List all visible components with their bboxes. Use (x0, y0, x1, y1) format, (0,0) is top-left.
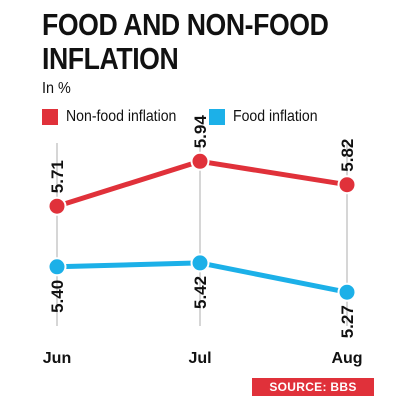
data-label-food-jun: 5.40 (48, 280, 67, 313)
data-label-food-aug: 5.27 (338, 305, 357, 338)
data-label-non-food-jun: 5.71 (48, 160, 67, 193)
point-non-food-aug (337, 175, 357, 195)
data-label-food-jul: 5.42 (191, 276, 210, 309)
x-tick-label-jul: Jul (188, 350, 211, 367)
legend-label-non-food: Non-food inflation (66, 108, 177, 125)
chart-title: FOOD AND NON-FOOD INFLATION (42, 7, 329, 76)
data-label-non-food-jul: 5.94 (191, 115, 210, 149)
point-non-food-jun (47, 196, 67, 216)
point-food-jun (47, 257, 67, 277)
source-badge: SOURCE: BBS (252, 378, 374, 396)
point-non-food-jul (190, 151, 210, 171)
x-tick-label-jun: Jun (43, 350, 71, 367)
point-food-aug (337, 282, 357, 302)
x-tick-label-aug: Aug (331, 350, 362, 367)
data-label-non-food-aug: 5.82 (338, 139, 357, 172)
legend-swatch-non-food (42, 109, 58, 125)
unit-label: In % (42, 80, 71, 97)
legend-swatch-food (209, 109, 226, 125)
legend-item-non-food: Non-food inflation (42, 108, 191, 126)
point-food-jul (190, 253, 210, 273)
legend-label-food: Food inflation (233, 108, 318, 125)
legend-item-food: Food inflation (209, 108, 329, 126)
legend: Non-food inflation Food inflation (42, 105, 347, 129)
